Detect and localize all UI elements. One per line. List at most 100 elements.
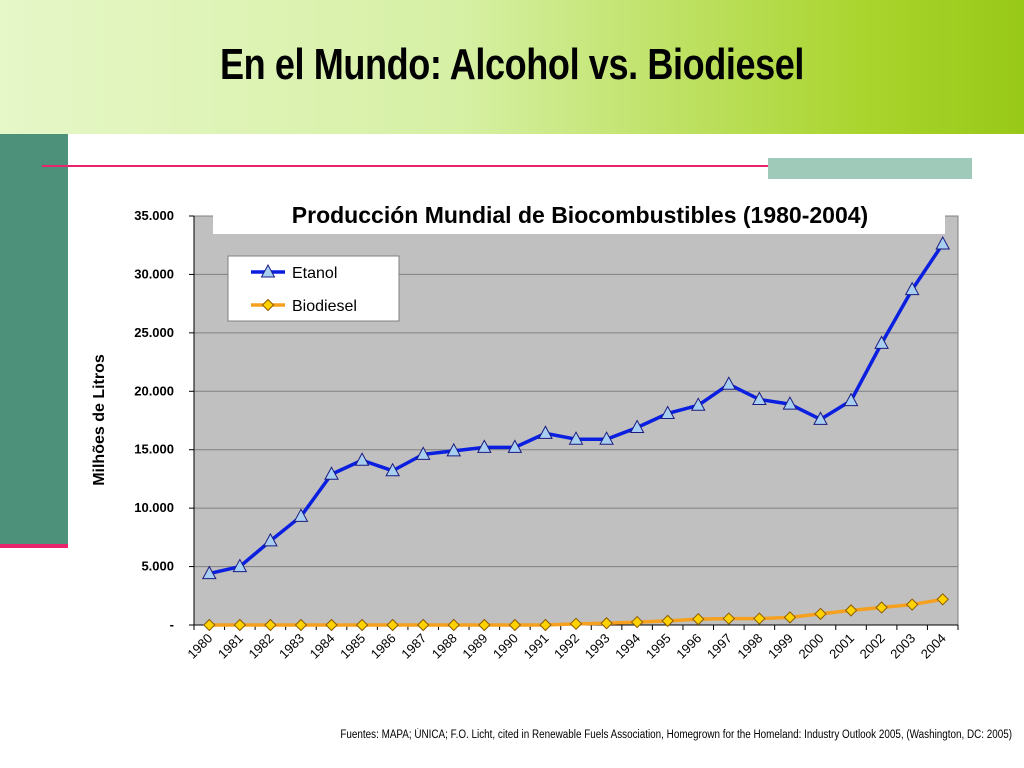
y-axis-label: Milhões de Litros	[91, 354, 108, 486]
etanol-point	[354, 452, 370, 466]
x-tick-label: 2002	[857, 631, 888, 662]
x-tick-label: 1985	[337, 631, 368, 662]
x-tick-label: 1982	[245, 631, 276, 662]
x-tick-label: 1980	[184, 631, 215, 662]
biodiesel-point	[936, 593, 949, 606]
etanol-point	[446, 442, 462, 457]
left-accent-line	[0, 544, 68, 548]
x-tick-label: 2003	[887, 631, 918, 662]
etanol-point	[201, 565, 217, 580]
x-tick-label: 2001	[826, 631, 857, 662]
header-band	[0, 0, 1024, 134]
biodiesel-point	[478, 618, 491, 632]
x-tick-label: 1986	[368, 631, 399, 662]
etanol-point	[385, 462, 400, 477]
biodiesel-point	[630, 615, 644, 629]
biodiesel-point	[203, 618, 216, 632]
legend-etanol-marker	[260, 263, 276, 278]
legend-box	[227, 255, 400, 322]
etanol-point	[935, 235, 951, 250]
legend: Etanol Biodiesel	[227, 255, 400, 322]
series-group	[201, 235, 951, 632]
biodiesel-point	[416, 618, 430, 632]
biodiesel-point	[447, 618, 460, 632]
x-tick-label: 1987	[398, 631, 429, 662]
biodiesel-point	[814, 607, 827, 621]
x-tick-label: 1999	[765, 631, 796, 662]
biodiesel-point	[783, 611, 797, 624]
divider-block	[768, 158, 972, 179]
biodiesel-point	[233, 618, 247, 632]
etanol-point	[476, 439, 492, 453]
etanol-point	[629, 419, 645, 434]
biodiesel-point	[753, 612, 766, 625]
etanol-point	[263, 532, 278, 547]
x-tick-label: 1993	[582, 631, 613, 662]
etanol-point	[813, 411, 828, 425]
biodiesel-point	[294, 618, 308, 632]
x-tick-label: 1995	[643, 631, 674, 662]
y-tick-label: 35.000	[134, 208, 174, 223]
x-tick-label: 1981	[215, 631, 246, 662]
biodiesel-point	[569, 617, 583, 631]
chart-title-background	[213, 196, 945, 234]
y-tick-label: -	[170, 617, 174, 632]
x-tick-label: 1994	[612, 631, 643, 662]
left-decorative-bar	[0, 134, 68, 544]
etanol-point	[599, 431, 614, 445]
slide-title: En el Mundo: Alcohol vs. Biodiesel	[219, 40, 805, 89]
x-tick-label: 1998	[734, 631, 765, 662]
x-tick-label: 1991	[521, 631, 552, 662]
etanol-point	[843, 392, 859, 407]
x-tick-label: 1983	[276, 631, 307, 662]
y-tick-label: 20.000	[134, 383, 174, 398]
biodiesel-point	[661, 614, 674, 628]
biodiesel-point	[508, 618, 522, 632]
x-tick-label: 1997	[704, 631, 735, 662]
y-tick-label: 10.000	[134, 500, 174, 515]
x-tick-label: 1988	[429, 631, 460, 662]
x-tick-label: 2004	[918, 631, 949, 662]
etanol-point	[324, 466, 339, 480]
etanol-point	[293, 508, 309, 522]
etanol-point	[874, 335, 889, 349]
chart-title: Producción Mundial de Biocombustibles (1…	[292, 202, 868, 228]
etanol-point	[568, 431, 584, 445]
source-note: Fuentes: MAPA; ÚNICA; F.O. Licht, cited …	[340, 729, 1012, 741]
etanol-point	[752, 391, 767, 405]
etanol-point	[782, 396, 798, 410]
divider-line	[42, 165, 972, 167]
etanol-point	[721, 376, 737, 390]
etanol-point	[415, 446, 431, 460]
biodiesel-point	[386, 618, 399, 632]
biodiesel-point	[264, 618, 277, 632]
biodiesel-point	[355, 618, 369, 632]
y-tick-label: 25.000	[134, 325, 174, 340]
x-tick-label: 1984	[307, 631, 338, 662]
biodiesel-point	[722, 612, 736, 625]
biodiesel-point	[905, 598, 919, 611]
biodiesel-point	[692, 612, 705, 626]
etanol-point	[538, 425, 553, 439]
x-tick-label: 1990	[490, 631, 521, 662]
biodiesel-point	[844, 604, 858, 617]
etanol-point	[507, 439, 523, 453]
etanol-point	[232, 558, 248, 573]
biodiesel-point	[325, 618, 338, 632]
y-tick-label: 30.000	[134, 266, 174, 281]
y-tick-label: 15.000	[134, 442, 174, 457]
x-tick-labels: 1980 1981 1982 1983 1984 1985 1986 1987 1988 1989…	[184, 631, 948, 662]
biodiesel-point	[600, 617, 613, 630]
biodiesel-point	[875, 601, 888, 614]
biodiesel-point	[539, 618, 552, 632]
y-tick-labels: - 5.000 10.000 15.000 20.000 25.000 30.000 35.0…	[134, 208, 174, 632]
etanol-point	[904, 281, 920, 296]
y-tick-label: 5.000	[141, 559, 174, 574]
legend-biodiesel-label: Biodiesel	[292, 298, 357, 315]
x-tick-label: 1992	[551, 631, 582, 662]
legend-etanol-label: Etanol	[292, 265, 337, 282]
x-tick-label: 1996	[673, 631, 704, 662]
x-tick-label: 2000	[796, 631, 827, 662]
legend-biodiesel-marker	[261, 298, 275, 312]
